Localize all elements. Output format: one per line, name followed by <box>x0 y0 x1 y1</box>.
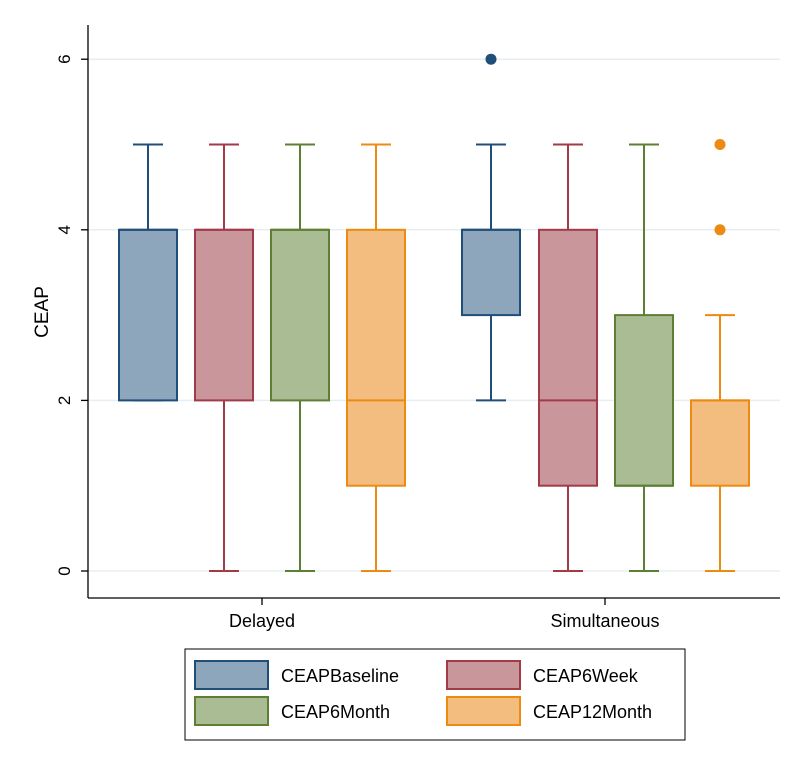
x-category-label: Simultaneous <box>550 611 659 631</box>
y-axis-label: CEAP <box>32 286 53 338</box>
iqr-box <box>270 228 330 402</box>
iqr-box <box>346 228 406 487</box>
legend-label-ceapbaseline: CEAPBaseline <box>281 666 399 686</box>
legend-swatch-ceap6month <box>194 696 269 726</box>
iqr-box <box>194 228 254 402</box>
iqr-box <box>538 228 598 487</box>
legend-swatch-ceapbaseline <box>194 660 269 690</box>
axes: CEAP <box>32 25 780 599</box>
boxes <box>118 53 750 572</box>
y-tick-label: 4 <box>55 225 74 234</box>
legend-label-ceap6week: CEAP6Week <box>533 666 639 686</box>
outlier-point <box>714 139 726 150</box>
legend-label-ceap12month: CEAP12Month <box>533 702 652 722</box>
legend: CEAPBaseline CEAP6Week CEAP6Month CEAP12Mon… <box>184 648 686 741</box>
legend-label-ceap6month: CEAP6Month <box>281 702 390 722</box>
iqr-box <box>690 399 750 487</box>
y-ticks: 0 2 4 6 <box>55 54 88 576</box>
box-ceap12month-simultaneous <box>690 139 750 572</box>
grid-lines <box>88 58 780 572</box>
outlier-point <box>714 224 726 236</box>
y-tick-label: 6 <box>55 54 74 63</box>
legend-swatch-ceap12month <box>446 696 521 726</box>
outlier-point <box>485 53 497 65</box>
y-tick-label: 0 <box>55 566 74 575</box>
iqr-box <box>614 314 674 487</box>
x-category-label: Delayed <box>229 611 295 631</box>
box-ceapbaseline-delayed <box>118 143 178 402</box>
box-ceap6week-delayed <box>194 143 254 572</box>
box-ceap6week-simultaneous <box>538 143 598 572</box>
box-ceap6month-simultaneous <box>614 143 674 572</box>
x-category-labels: Delayed Simultaneous <box>229 598 660 631</box>
box-ceap12month-delayed <box>346 143 406 572</box>
legend-swatch-ceap6week <box>446 660 521 690</box>
iqr-box <box>118 228 178 402</box>
box-ceapbaseline-simultaneous <box>461 53 521 402</box>
iqr-box <box>461 228 521 317</box>
box-ceap6month-delayed <box>270 143 330 572</box>
y-tick-label: 2 <box>55 396 74 405</box>
